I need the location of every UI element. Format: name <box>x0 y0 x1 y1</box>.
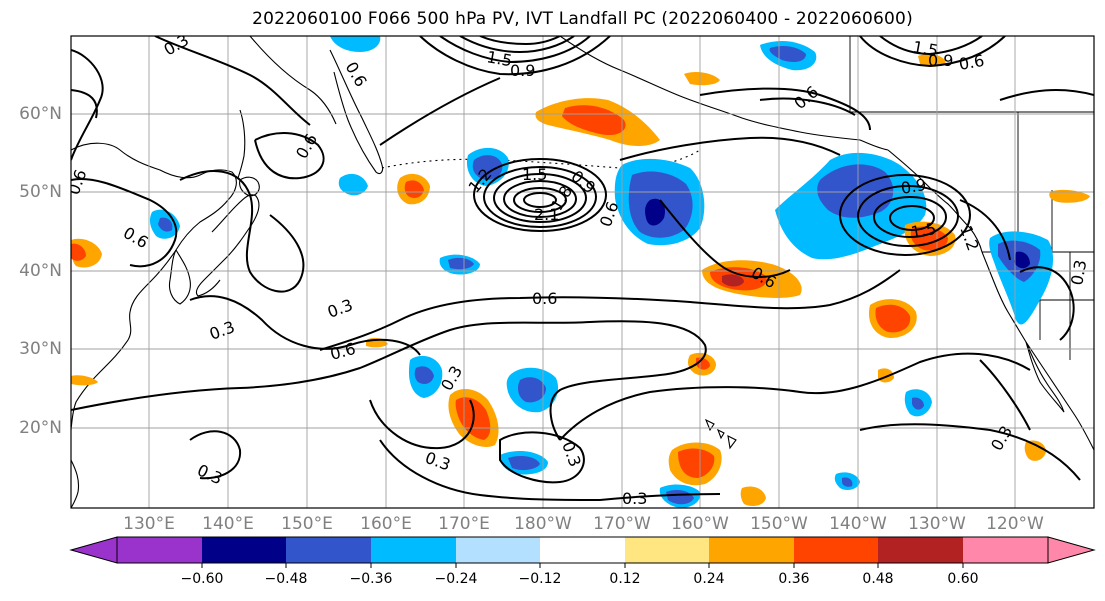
contour-label: 0.9 <box>928 51 953 70</box>
contour-label: 1.5 <box>522 165 547 184</box>
lon-label: 150°W <box>750 514 808 534</box>
colorbar <box>69 536 1096 568</box>
contour-label: 0.3 <box>194 460 225 488</box>
colorbar-tick-label: −0.12 <box>518 571 562 587</box>
contour-label: 0.6 <box>120 223 152 252</box>
coastline-alaska <box>559 36 889 151</box>
coastline-sakhalin <box>237 109 246 179</box>
contour-label: 0.6 <box>328 339 358 364</box>
lat-label-20n: 20°N <box>19 418 62 438</box>
contour-label: 0.3 <box>325 295 355 322</box>
contour-label: 0.3 <box>622 489 647 508</box>
lon-label: 120°W <box>986 514 1044 534</box>
lat-label-60n: 60°N <box>19 104 62 124</box>
colorbar-bin <box>794 537 878 563</box>
colorbar-bin <box>371 537 456 563</box>
lon-label: 160°W <box>671 514 729 534</box>
colorbar-bin <box>540 537 625 563</box>
lon-label: 170°E <box>438 514 490 534</box>
contour-label: 1.2 <box>956 223 983 253</box>
contour-label: 0.9 <box>899 175 927 198</box>
colorbar-bin <box>963 537 1048 563</box>
lon-label: 130°W <box>908 514 966 534</box>
contour-label: 0.6 <box>64 167 91 197</box>
lat-label-30n: 30°N <box>19 339 62 359</box>
colorbar-bin <box>625 537 709 563</box>
coastline-okhotsk <box>249 36 337 125</box>
colorbar-bin <box>286 537 371 563</box>
lon-label: 140°W <box>829 514 887 534</box>
lon-label: 150°E <box>281 514 333 534</box>
coastline-kamchatka <box>329 49 384 175</box>
contour-label: 0.3 <box>987 422 1016 454</box>
contour-label: 0.3 <box>161 30 193 59</box>
colorbar-bin <box>456 537 540 563</box>
colorbar-extend-low <box>69 536 118 564</box>
lon-label: 130°E <box>123 514 175 534</box>
colorbar-tick-label: −0.60 <box>180 571 224 587</box>
contour-label: 1.5 <box>485 47 513 70</box>
lon-label: 180°W <box>514 514 572 534</box>
colorbar-tick-label: −0.24 <box>434 571 478 587</box>
colorbar-tick-label: 0.36 <box>778 571 810 587</box>
pv-contours <box>71 36 1094 501</box>
colorbar-bin <box>202 537 286 563</box>
colorbar-tick-label: −0.36 <box>349 571 393 587</box>
contour-label: 2.1 <box>534 205 559 224</box>
contour-label: 0.3 <box>207 317 237 344</box>
contour-label: 1.5 <box>911 37 939 60</box>
colorbar-bin <box>878 537 963 563</box>
lat-label-50n: 50°N <box>19 182 62 202</box>
coastline-bc <box>887 149 983 253</box>
contour-label: 0.6 <box>957 51 985 74</box>
gridlines <box>71 36 1094 508</box>
contour-label: 0.3 <box>423 448 453 475</box>
colorbar-tick-label: 0.24 <box>693 571 725 587</box>
coastline-baja <box>1025 341 1065 413</box>
map-frame <box>70 35 1095 509</box>
coastline-asia <box>71 142 237 431</box>
contour-label: 0.3 <box>558 439 585 469</box>
contour-label: 0.9 <box>510 61 535 80</box>
coastline-japan <box>195 194 260 297</box>
colorbar-tick-label: 0.48 <box>862 571 894 587</box>
colorbar-tick-label: 0.12 <box>609 571 641 587</box>
lat-label-40n: 40°N <box>19 261 62 281</box>
coastline-korea <box>168 249 191 305</box>
colorbar-extend-high <box>1047 536 1096 564</box>
contour-label: 1.5 <box>909 219 937 242</box>
coastline-philippines <box>71 459 80 508</box>
colorbar-tick-label: 0.60 <box>947 571 979 587</box>
contour-label: 0.3 <box>1067 258 1090 286</box>
colorbar-bin <box>117 537 202 563</box>
lon-label: 140°E <box>202 514 254 534</box>
contour-label: 0.6 <box>790 82 822 113</box>
colorbar-tick-label: −0.48 <box>264 571 308 587</box>
hawaii-islands <box>704 418 737 450</box>
lon-label: 160°E <box>360 514 412 534</box>
chart-title: 2022060100 F066 500 hPa PV, IVT Landfall… <box>252 9 913 29</box>
contour-label: 0.6 <box>532 289 557 308</box>
colorbar-bin <box>709 537 794 563</box>
lon-label: 170°W <box>593 514 651 534</box>
